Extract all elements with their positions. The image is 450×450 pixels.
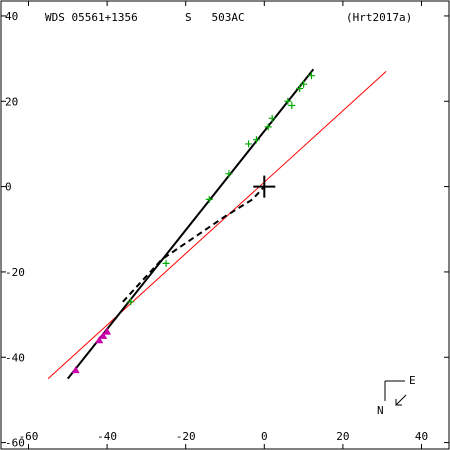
observation-point (127, 298, 135, 306)
observation-point (296, 84, 304, 92)
observation-point (268, 114, 276, 122)
observation-point (284, 97, 292, 105)
compass-east-label: E (409, 374, 416, 387)
compass-north-label: N (377, 404, 384, 417)
y-tick-label: -20 (5, 266, 25, 279)
y-axis: 40 20 0 -20 -40 -60 (1, 10, 449, 450)
x-tick-label: -20 (176, 430, 196, 443)
motion-arrow-head (395, 399, 402, 406)
primary-star-marker (253, 175, 276, 198)
header-wds: WDS 05561+1356 (45, 11, 138, 24)
compass: E N (377, 374, 416, 417)
y-tick-label: 40 (5, 10, 18, 23)
y-tick-label: -40 (5, 351, 25, 364)
observation-point (264, 123, 272, 131)
reference-line (47, 71, 387, 379)
recent-observation-point (99, 331, 108, 339)
motion-arrow-shaft (395, 394, 407, 406)
observation-point (300, 80, 308, 88)
dashed-path (122, 185, 266, 303)
observation-point (245, 140, 253, 148)
observation-point (288, 102, 296, 110)
observation-point (205, 195, 213, 203)
y-tick-label: -60 (5, 437, 25, 450)
header-reference: (Hrt2017a) (346, 11, 412, 24)
y-tick-label: 0 (5, 181, 12, 194)
x-axis: -60 -40 -20 0 20 40 (19, 1, 428, 449)
x-tick-label: 40 (415, 430, 428, 443)
header-components: S 503AC (185, 11, 245, 24)
x-tick-label: -60 (19, 430, 39, 443)
recent-observation-point (95, 336, 104, 344)
x-tick-label: 0 (261, 430, 268, 443)
recent-observation-point (71, 366, 80, 374)
observation-point (162, 259, 170, 267)
observation-point (225, 170, 233, 178)
y-tick-label: 20 (5, 95, 18, 108)
recent-observation-point (103, 327, 112, 335)
x-tick-label: 20 (336, 430, 349, 443)
observation-point (252, 136, 260, 144)
x-tick-label: -40 (97, 430, 117, 443)
plot-marks (47, 68, 387, 380)
observation-point (307, 72, 315, 80)
